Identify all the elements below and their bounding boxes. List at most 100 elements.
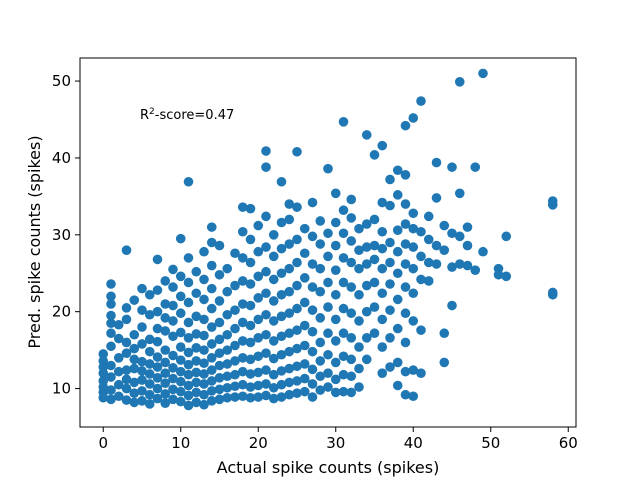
data-point (431, 193, 442, 203)
data-point (253, 220, 264, 231)
data-point (346, 387, 357, 398)
r2-annotation-superscript: 2 (149, 107, 155, 117)
data-point (292, 280, 302, 291)
data-point (199, 274, 209, 285)
data-point (307, 197, 318, 208)
data-point (323, 349, 333, 360)
data-point (137, 339, 147, 349)
data-point (330, 217, 341, 228)
data-point (292, 325, 302, 335)
data-point (338, 205, 349, 216)
data-point (152, 393, 163, 404)
data-point (299, 248, 310, 259)
data-point (199, 314, 209, 325)
data-point (106, 299, 116, 309)
data-point (392, 190, 403, 200)
data-point (268, 230, 279, 240)
data-point (261, 309, 271, 320)
data-point (354, 223, 364, 234)
data-point (214, 296, 225, 306)
data-point (237, 317, 248, 328)
data-point (392, 323, 403, 334)
data-point (408, 242, 419, 252)
data-point (245, 382, 256, 392)
data-point (268, 316, 279, 326)
y-axis-ticks: 10 20 30 40 50 (52, 72, 80, 398)
x-tick-label: 20 (249, 434, 268, 452)
data-point (408, 365, 419, 375)
data-point (113, 353, 124, 363)
data-point (152, 336, 163, 347)
y-tick-label: 20 (52, 303, 71, 321)
data-point (276, 268, 287, 279)
data-point (292, 257, 302, 268)
data-point (369, 254, 380, 265)
data-point (284, 286, 295, 297)
data-point (439, 357, 450, 368)
data-point (501, 231, 512, 242)
data-point (416, 226, 426, 237)
data-point (284, 363, 295, 374)
data-point (129, 295, 140, 305)
data-point (400, 120, 411, 131)
data-point (144, 389, 155, 400)
data-point (299, 373, 310, 384)
data-point (268, 296, 279, 306)
data-point (113, 319, 124, 330)
data-point (338, 328, 349, 339)
data-point (152, 254, 163, 265)
data-point (315, 239, 326, 249)
data-point (144, 359, 155, 369)
data-point (199, 389, 209, 400)
data-point (191, 397, 202, 408)
data-point (129, 377, 140, 388)
data-point (307, 326, 318, 337)
data-point (175, 396, 186, 407)
data-point (144, 334, 155, 345)
data-point (385, 174, 395, 185)
data-point (268, 336, 279, 346)
data-point (268, 382, 279, 393)
data-point (431, 259, 442, 269)
data-point (230, 392, 240, 402)
data-point (237, 276, 248, 286)
data-point (113, 391, 124, 402)
data-point (245, 234, 256, 245)
r2-annotation-suffix: -score=0.47 (155, 108, 234, 123)
data-point (175, 291, 186, 302)
data-point (276, 392, 287, 402)
data-point (408, 223, 419, 234)
data-point (230, 356, 240, 366)
data-point (338, 253, 349, 263)
data-point (276, 243, 287, 254)
data-point (408, 288, 419, 299)
data-point (191, 367, 202, 378)
data-point (230, 340, 240, 351)
data-point (292, 343, 302, 354)
data-point (261, 329, 271, 340)
x-tick-label: 50 (481, 434, 500, 452)
data-point (214, 334, 225, 345)
data-point (175, 355, 186, 365)
data-point (454, 259, 465, 269)
data-point (439, 220, 450, 231)
x-axis-label: Actual spike counts (spikes) (217, 458, 440, 477)
data-point (121, 383, 132, 394)
data-point (113, 379, 124, 390)
data-point (191, 356, 202, 366)
data-point (416, 325, 426, 335)
data-point (245, 392, 256, 403)
data-point (183, 253, 194, 263)
data-point (400, 199, 411, 209)
data-point (408, 208, 419, 219)
data-point (323, 328, 333, 339)
data-point (307, 282, 318, 292)
data-point (183, 380, 194, 391)
data-point (416, 251, 426, 262)
x-tick-label: 0 (98, 434, 108, 452)
data-point (152, 373, 163, 383)
data-point (323, 277, 333, 288)
data-point (261, 266, 271, 277)
data-point (168, 394, 178, 405)
data-point (377, 288, 388, 299)
